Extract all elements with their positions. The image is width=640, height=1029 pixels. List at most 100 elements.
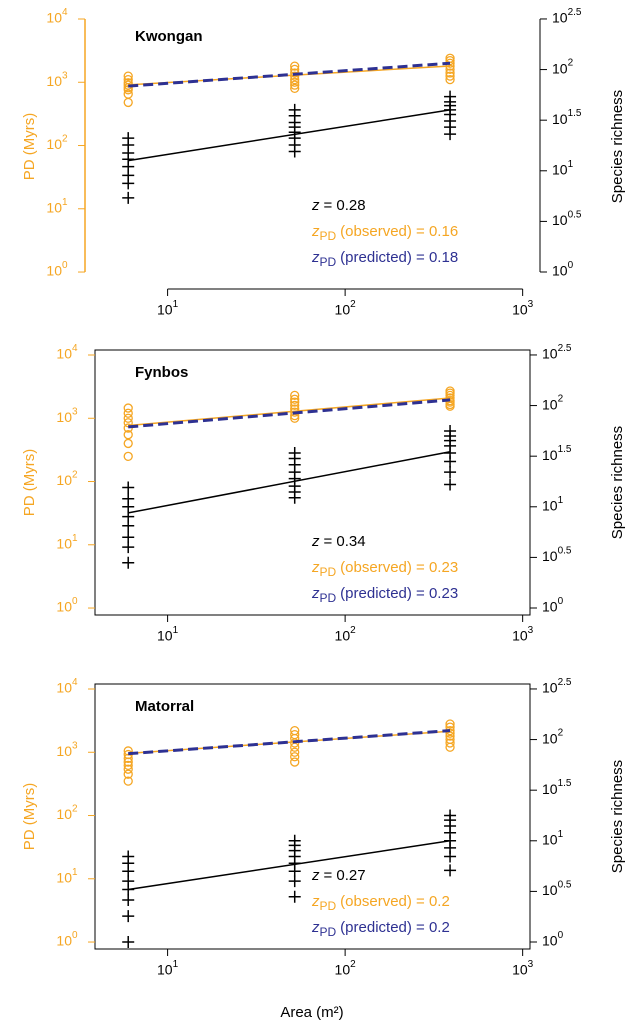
y2-tick-label: 102 (552, 57, 574, 76)
x-tick-label: 101 (157, 959, 179, 978)
pd-point (445, 728, 455, 738)
y2-tick-label: 101.5 (552, 108, 582, 127)
y-tick-label: 103 (56, 740, 78, 759)
pd-point (290, 747, 300, 757)
annotation-symbol: z (311, 559, 320, 576)
x-tick-label: 103 (512, 959, 534, 978)
annotation: zPD (predicted) = 0.23 (311, 585, 458, 605)
annotation-subscript: PD (320, 229, 337, 243)
pd-point (445, 742, 455, 752)
pd-point (123, 769, 133, 779)
richness-point (122, 481, 135, 494)
richness-point (122, 191, 135, 204)
annotation-text: (observed) = 0.23 (340, 559, 458, 576)
y2-tick-label: 100.5 (542, 879, 572, 898)
y2-tick-label: 102.5 (552, 7, 582, 26)
annotation: zPD (observed) = 0.16 (311, 223, 458, 243)
annotation-subscript: PD (320, 255, 337, 269)
pd-point (445, 719, 455, 729)
annotation: zPD (observed) = 0.23 (311, 559, 458, 579)
richness-point (444, 850, 457, 863)
annotation-subscript: PD (320, 591, 337, 605)
richness-point (122, 910, 135, 923)
y2-tick-label: 100 (552, 260, 574, 279)
pd-point (445, 738, 455, 748)
fit-line (128, 397, 451, 427)
pd-point (123, 430, 133, 440)
pd-point (290, 80, 300, 90)
pd-point (290, 77, 300, 87)
annotation-symbol: z (311, 533, 320, 550)
x-axis-label: Area (m²) (280, 1004, 343, 1021)
pd-point (445, 731, 455, 741)
pd-point (445, 64, 455, 75)
richness-point (444, 455, 457, 468)
richness-point (122, 541, 135, 554)
richness-point (122, 519, 135, 532)
annotation-symbol: z (311, 223, 320, 240)
pd-point (123, 757, 133, 767)
predicted-line (128, 61, 451, 88)
panel-title: Fynbos (135, 364, 188, 381)
fit-line (128, 109, 451, 162)
pd-point (290, 83, 300, 94)
x-tick-label: 103 (512, 625, 534, 644)
annotation-text: = 0.27 (324, 867, 366, 884)
pd-point (290, 752, 300, 762)
pd-point (123, 71, 133, 81)
pd-point (290, 742, 300, 752)
y2-axis-label: Species richness (609, 90, 626, 203)
annotation: zPD (predicted) = 0.2 (311, 919, 450, 939)
fit-line (128, 450, 451, 514)
pd-point (123, 403, 133, 413)
y-tick-label: 101 (46, 196, 68, 215)
y-tick-label: 103 (56, 406, 78, 425)
annotation-text: (predicted) = 0.2 (340, 919, 450, 936)
y-tick-label: 102 (56, 803, 78, 822)
annotation-subscript: PD (320, 899, 337, 913)
y2-tick-label: 102.5 (542, 343, 572, 362)
pd-point (445, 401, 455, 411)
predicted-line (128, 398, 451, 429)
richness-point (444, 128, 457, 141)
y-tick-label: 104 (46, 7, 68, 26)
y2-tick-label: 101 (552, 158, 574, 177)
x-tick-label: 101 (157, 625, 179, 644)
annotation-text: (observed) = 0.2 (340, 893, 450, 910)
pd-point (123, 451, 133, 461)
pd-point (123, 764, 133, 774)
pd-point (445, 390, 455, 401)
pd-point (123, 413, 133, 423)
pd-point (123, 760, 133, 771)
panel-title: Matorral (135, 698, 194, 715)
annotation: z = 0.28 (311, 197, 366, 214)
annotation-text: = 0.34 (324, 533, 366, 550)
fit-line (128, 840, 451, 891)
pd-point (290, 397, 300, 407)
pd-point (123, 97, 133, 108)
x-tick-label: 102 (335, 959, 357, 978)
annotation-symbol: z (311, 867, 320, 884)
y2-tick-label: 100 (542, 930, 564, 949)
y2-tick-label: 100.5 (542, 545, 572, 564)
y2-tick-label: 102 (542, 727, 564, 746)
y2-tick-label: 100 (542, 596, 564, 615)
annotation: zPD (predicted) = 0.18 (311, 249, 458, 269)
annotation-text: (predicted) = 0.23 (340, 585, 458, 602)
pd-point (445, 74, 455, 85)
richness-point (122, 894, 135, 907)
y2-tick-label: 101.5 (542, 778, 572, 797)
pd-point (290, 400, 300, 411)
y2-axis-label: Species richness (609, 760, 626, 873)
annotation-text: = 0.28 (324, 197, 366, 214)
panel-title: Kwongan (135, 28, 203, 45)
y-axis-label: PD (Myrs) (21, 449, 38, 517)
richness-point (444, 864, 457, 877)
richness-point (288, 145, 301, 158)
pd-point (290, 757, 300, 767)
y2-tick-label: 101 (542, 494, 564, 513)
richness-point (288, 890, 301, 903)
annotation: z = 0.27 (311, 867, 366, 884)
pd-point (445, 71, 455, 81)
